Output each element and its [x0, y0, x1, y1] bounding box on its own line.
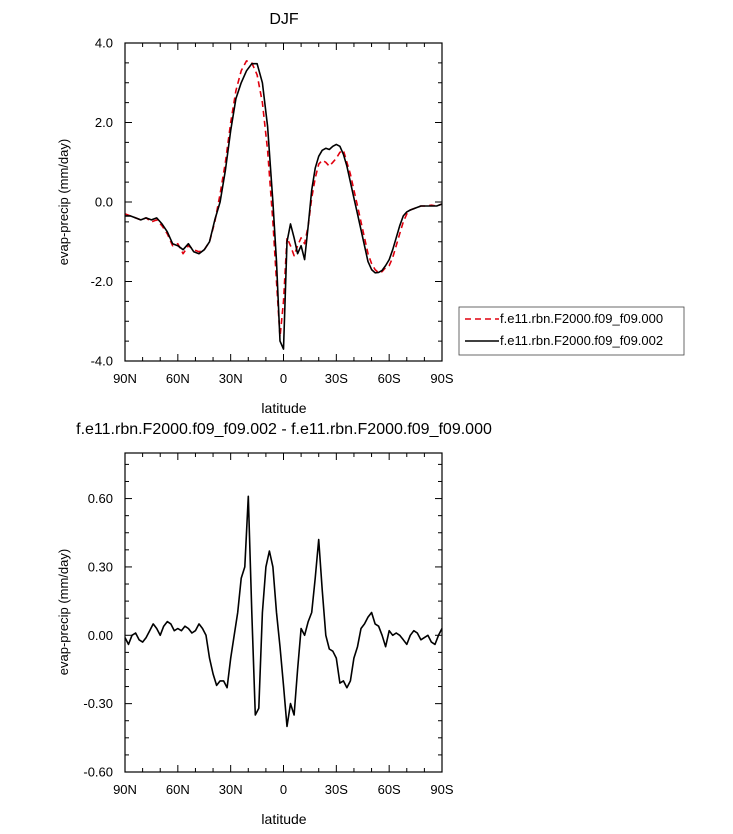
x-tick-label: 60S — [378, 782, 401, 797]
x-axis-label: latitude — [261, 811, 306, 827]
y-tick-label: -0.30 — [83, 696, 113, 711]
series-line-002 — [125, 62, 443, 350]
legend-label-series-000: f.e11.rbn.F2000.f09_f09.000 — [500, 311, 663, 326]
legend: f.e11.rbn.F2000.f09_f09.000 f.e11.rbn.F2… — [458, 306, 685, 356]
y-tick-label: 2.0 — [95, 115, 113, 130]
chart-title: DJF — [269, 11, 299, 28]
x-tick-label: 90S — [430, 782, 453, 797]
plot-frame — [124, 452, 443, 773]
panel-djf: DJF 90N 60N 30N 0 30S 60S 90S 4.0 2.0 0.0 -2.0 -4.0… — [56, 11, 685, 416]
series-line-000 — [124, 60, 443, 338]
x-tick-label: 30N — [219, 782, 243, 797]
x-tick-label: 60N — [166, 371, 190, 386]
plot-area: 90N 60N 30N 0 30S 60S 90S 0.60 0.30 0.00 -0.30 -0.6… — [83, 452, 454, 797]
y-tick-label: -4.0 — [91, 354, 113, 369]
x-tick-label: 0 — [280, 371, 287, 386]
plot-frame — [124, 42, 443, 362]
legend-box — [458, 306, 685, 356]
x-tick-label: 90S — [430, 371, 453, 386]
x-tick-label: 30N — [219, 371, 243, 386]
y-tick-label: 0.0 — [95, 195, 113, 210]
x-tick-label: 0 — [280, 782, 287, 797]
difference-line — [124, 495, 443, 728]
plot-area: 90N 60N 30N 0 30S 60S 90S 4.0 2.0 0.0 -2.0 -4.0 — [91, 36, 454, 387]
y-tick-label: 0.60 — [88, 491, 113, 506]
x-tick-label: 90N — [113, 782, 137, 797]
x-tick-label: 60N — [166, 782, 190, 797]
y-tick-label: 4.0 — [95, 36, 113, 51]
legend-label-series-002: f.e11.rbn.F2000.f09_f09.002 — [500, 333, 663, 348]
x-tick-label: 30S — [325, 371, 348, 386]
x-tick-label: 30S — [325, 782, 348, 797]
panel-difference: f.e11.rbn.F2000.f09_f09.002 - f.e11.rbn.… — [56, 421, 492, 827]
x-tick-label: 90N — [113, 371, 137, 386]
x-axis-label: latitude — [261, 400, 306, 416]
y-tick-label: -0.60 — [83, 765, 113, 780]
y-tick-label: -2.0 — [91, 274, 113, 289]
y-tick-label: 0.30 — [88, 559, 113, 574]
y-tick-label: 0.00 — [88, 628, 113, 643]
chart-title: f.e11.rbn.F2000.f09_f09.002 - f.e11.rbn.… — [76, 421, 492, 438]
y-axis-label: evap-precip (mm/day) — [56, 139, 71, 265]
x-tick-label: 60S — [378, 371, 401, 386]
y-axis-label: evap-precip (mm/day) — [56, 549, 71, 675]
